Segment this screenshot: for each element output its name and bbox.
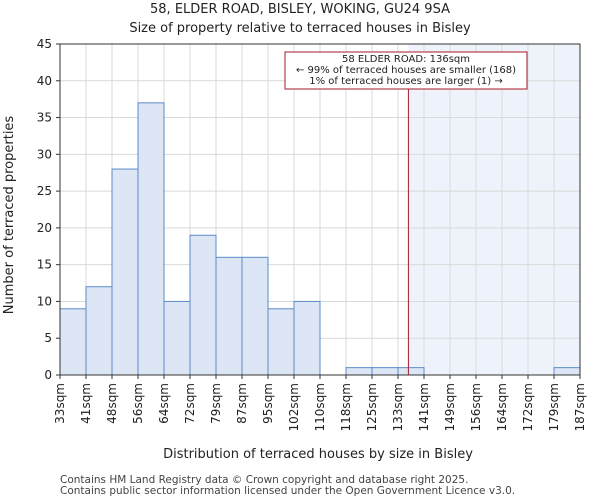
bar-179sqm [553, 367, 581, 376]
bar-41sqm [85, 286, 113, 376]
highlight-layer [408, 44, 580, 375]
bar-56sqm [137, 102, 165, 376]
x-tick-label: 118sqm [339, 383, 353, 431]
x-axis-label: Distribution of terraced houses by size … [163, 447, 473, 462]
x-tick-label: 164sqm [495, 383, 509, 431]
y-tick-label: 45 [37, 37, 52, 51]
bars-layer [59, 102, 581, 376]
y-axis-label: Number of terraced properties [2, 116, 17, 315]
x-tick-label: 149sqm [443, 383, 457, 431]
x-tick-label: 187sqm [573, 383, 587, 431]
bar-133sqm [397, 367, 425, 376]
bar-33sqm [59, 308, 87, 376]
footer-line-2: Contains public sector information licen… [60, 485, 515, 497]
y-tick-label: 20 [37, 221, 52, 235]
annotation-box: 58 ELDER ROAD: 136sqm ← 99% of terraced … [284, 51, 528, 90]
y-tick-label: 15 [37, 258, 52, 272]
annotation-line-2: ← 99% of terraced houses are smaller (16… [296, 65, 516, 76]
x-tick-label: 87sqm [235, 383, 249, 424]
x-tick-label: 48sqm [105, 383, 119, 424]
x-tick-label: 41sqm [79, 383, 93, 424]
bar-72sqm [189, 234, 217, 376]
x-tick-label: 179sqm [547, 383, 561, 431]
annotation-line-1: 58 ELDER ROAD: 136sqm [342, 54, 470, 65]
x-tick-label: 102sqm [287, 383, 301, 431]
annotation-line-3: 1% of terraced houses are larger (1) → [309, 76, 503, 87]
annotation-frame [284, 51, 528, 90]
x-tick-label: 56sqm [131, 383, 145, 424]
bar-95sqm [267, 308, 295, 376]
x-tick-label: 33sqm [53, 383, 67, 424]
y-tick-label: 40 [37, 74, 52, 88]
x-tick-label: 156sqm [469, 383, 483, 431]
bar-102sqm [293, 300, 321, 376]
bar-64sqm [163, 300, 191, 376]
y-tick-label: 30 [37, 147, 52, 161]
footer-line-1: Contains HM Land Registry data © Crown c… [60, 474, 468, 486]
highlight-region [408, 44, 580, 375]
x-tick-label: 141sqm [417, 383, 431, 431]
x-tick-label: 133sqm [391, 383, 405, 431]
x-tick-label: 110sqm [313, 383, 327, 431]
bar-79sqm [215, 256, 243, 376]
y-tick-label: 5 [44, 331, 52, 345]
y-tick-label: 35 [37, 111, 52, 125]
y-tick-label: 25 [37, 184, 52, 198]
bar-48sqm [111, 168, 139, 376]
y-tick-label: 10 [37, 294, 52, 308]
axes-layer: 0 5 10 15 20 25 30 35 40 45 33sqm 41sqm 48sqm 56sqm 64… [37, 37, 587, 431]
chart-title: 58, ELDER ROAD, BISLEY, WOKING, GU24 9SA [150, 2, 450, 17]
x-tick-label: 172sqm [521, 383, 535, 431]
x-tick-label: 64sqm [157, 383, 171, 424]
bar-125sqm [371, 367, 399, 376]
y-tick-label: 0 [44, 368, 52, 382]
x-tick-label: 72sqm [183, 383, 197, 424]
x-tick-label: 79sqm [209, 383, 223, 424]
bar-87sqm [241, 256, 269, 376]
bar-118sqm [345, 367, 373, 376]
x-tick-label: 125sqm [365, 383, 379, 431]
chart-subtitle: Size of property relative to terraced ho… [129, 21, 471, 36]
x-tick-label: 95sqm [261, 383, 275, 424]
